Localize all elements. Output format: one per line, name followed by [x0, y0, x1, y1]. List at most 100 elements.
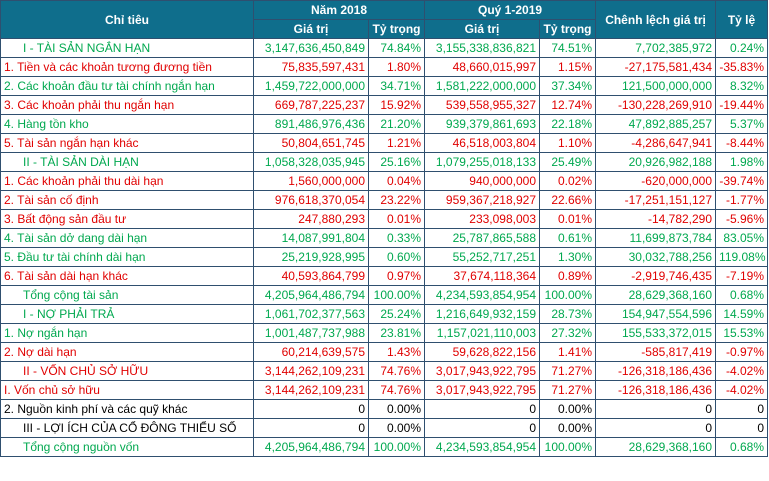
header-quy1-2019: Quý 1-2019: [424, 0, 597, 20]
change-percent: -8.44%: [715, 133, 769, 153]
table-row: II - VỐN CHỦ SỞ HỮU 3,144,262,109,231 74.7…: [0, 361, 769, 381]
change-percent: -4.02%: [715, 380, 769, 400]
share-q1-2019: 12.74%: [539, 95, 597, 115]
share-q1-2019: 37.34%: [539, 76, 597, 96]
row-label: II - TÀI SẢN DÀI HẠN: [0, 152, 254, 172]
row-label: Tổng cộng tài sản: [0, 285, 254, 305]
share-q1-2019: 1.41%: [539, 342, 597, 362]
change-percent: 15.53%: [715, 323, 769, 343]
table-row: 5. Tài sản ngắn hạn khác 50,804,651,745 1.…: [0, 133, 769, 153]
row-label: 2. Nợ dài hạn: [0, 342, 254, 362]
row-label: 2. Nguồn kinh phí và các quỹ khác: [0, 399, 254, 419]
share-q1-2019: 0.01%: [539, 209, 597, 229]
change-percent: 119.08%: [715, 247, 769, 267]
value-difference: 155,533,372,015: [595, 323, 717, 343]
value-difference: -17,251,151,127: [595, 190, 717, 210]
header-ty-le: Tỷ lệ: [715, 0, 769, 39]
value-q1-2019: 37,674,118,364: [424, 266, 541, 286]
share-q1-2019: 0.89%: [539, 266, 597, 286]
value-q1-2019: 1,157,021,110,003: [424, 323, 541, 343]
row-label: I. Vốn chủ sở hữu: [0, 380, 254, 400]
share-q1-2019: 22.18%: [539, 114, 597, 134]
value-2018: 14,087,991,804: [253, 228, 369, 248]
change-percent: 0.68%: [715, 437, 769, 457]
value-difference: 28,629,368,160: [595, 285, 717, 305]
share-q1-2019: 0.02%: [539, 171, 597, 191]
change-percent: -5.96%: [715, 209, 769, 229]
value-2018: 3,144,262,109,231: [253, 380, 369, 400]
table-row: 4. Hàng tồn kho 891,486,976,436 21.20% 939,…: [0, 114, 769, 134]
share-2018: 1.80%: [367, 57, 426, 77]
value-difference: 0: [595, 399, 717, 419]
table-row: 2. Các khoản đầu tư tài chính ngắn hạn 1,…: [0, 76, 769, 96]
table-row: 3. Các khoản phải thu ngắn hạn 669,787,22…: [0, 95, 769, 115]
row-label: I - NỢ PHẢI TRẢ: [0, 304, 254, 324]
value-difference: 28,629,368,160: [595, 437, 717, 457]
value-q1-2019: 1,581,222,000,000: [424, 76, 541, 96]
value-q1-2019: 3,017,943,922,795: [424, 361, 541, 381]
value-q1-2019: 3,017,943,922,795: [424, 380, 541, 400]
change-percent: -35.83%: [715, 57, 769, 77]
table-row: II - TÀI SẢN DÀI HẠN 1,058,328,035,945 25.…: [0, 152, 769, 172]
row-label: 3. Bất động sản đầu tư: [0, 209, 254, 229]
value-2018: 1,459,722,000,000: [253, 76, 369, 96]
share-2018: 100.00%: [367, 285, 426, 305]
share-2018: 74.76%: [367, 380, 426, 400]
header-ty-trong-q1: Tỷ trọng: [539, 19, 597, 39]
value-2018: 75,835,597,431: [253, 57, 369, 77]
balance-sheet-table: Chỉ tiêu Năm 2018 Quý 1-2019 Chênh lệch …: [0, 0, 769, 457]
value-difference: 121,500,000,000: [595, 76, 717, 96]
table-row: 2. Nợ dài hạn 60,214,639,575 1.43% 59,628,8…: [0, 342, 769, 362]
row-label: II - VỐN CHỦ SỞ HỮU: [0, 361, 254, 381]
change-percent: 0.68%: [715, 285, 769, 305]
share-2018: 34.71%: [367, 76, 426, 96]
change-percent: 0: [715, 418, 769, 438]
value-q1-2019: 3,155,338,836,821: [424, 38, 541, 58]
change-percent: 1.98%: [715, 152, 769, 172]
value-difference: -585,817,419: [595, 342, 717, 362]
table-row: 2. Tài sản cố định 976,618,370,054 23.22% 9…: [0, 190, 769, 210]
change-percent: -19.44%: [715, 95, 769, 115]
value-difference: -2,919,746,435: [595, 266, 717, 286]
share-q1-2019: 0.61%: [539, 228, 597, 248]
header-ty-trong-2018: Tỷ trọng: [367, 19, 426, 39]
value-2018: 1,001,487,737,988: [253, 323, 369, 343]
row-label: 1. Nợ ngắn hạn: [0, 323, 254, 343]
share-2018: 100.00%: [367, 437, 426, 457]
table-row: III - LỢI ÍCH CỦA CỔ ĐÔNG THIỂU SỐ 0 0.00%…: [0, 418, 769, 438]
share-2018: 74.84%: [367, 38, 426, 58]
value-2018: 669,787,225,237: [253, 95, 369, 115]
share-2018: 25.24%: [367, 304, 426, 324]
row-label: 4. Hàng tồn kho: [0, 114, 254, 134]
value-q1-2019: 0: [424, 399, 541, 419]
share-q1-2019: 100.00%: [539, 437, 597, 457]
value-2018: 0: [253, 418, 369, 438]
row-label: Tổng cộng nguồn vốn: [0, 437, 254, 457]
share-2018: 0.00%: [367, 418, 426, 438]
value-difference: 7,702,385,972: [595, 38, 717, 58]
value-q1-2019: 55,252,717,251: [424, 247, 541, 267]
table-row: 1. Nợ ngắn hạn 1,001,487,737,988 23.81% 1,1…: [0, 323, 769, 343]
share-q1-2019: 0.00%: [539, 418, 597, 438]
share-2018: 0.00%: [367, 399, 426, 419]
value-difference: -130,228,269,910: [595, 95, 717, 115]
row-label: 5. Đầu tư tài chính dài hạn: [0, 247, 254, 267]
row-label: 6. Tài sản dài hạn khác: [0, 266, 254, 286]
share-q1-2019: 74.51%: [539, 38, 597, 58]
table-row: 4. Tài sản dở dang dài hạn 14,087,991,804…: [0, 228, 769, 248]
table-row: 2. Nguồn kinh phí và các quỹ khác 0 0.00% 0…: [0, 399, 769, 419]
value-2018: 247,880,293: [253, 209, 369, 229]
row-label: 4. Tài sản dở dang dài hạn: [0, 228, 254, 248]
header-gia-tri-2018: Giá trị: [253, 19, 369, 39]
row-label: 3. Các khoản phải thu ngắn hạn: [0, 95, 254, 115]
value-2018: 1,058,328,035,945: [253, 152, 369, 172]
value-q1-2019: 1,079,255,018,133: [424, 152, 541, 172]
change-percent: 14.59%: [715, 304, 769, 324]
value-difference: 30,032,788,256: [595, 247, 717, 267]
share-2018: 0.97%: [367, 266, 426, 286]
value-difference: -126,318,186,436: [595, 361, 717, 381]
value-2018: 3,144,262,109,231: [253, 361, 369, 381]
value-2018: 40,593,864,799: [253, 266, 369, 286]
table-row: Tổng cộng tài sản 4,205,964,486,794 100.00…: [0, 285, 769, 305]
value-q1-2019: 0: [424, 418, 541, 438]
